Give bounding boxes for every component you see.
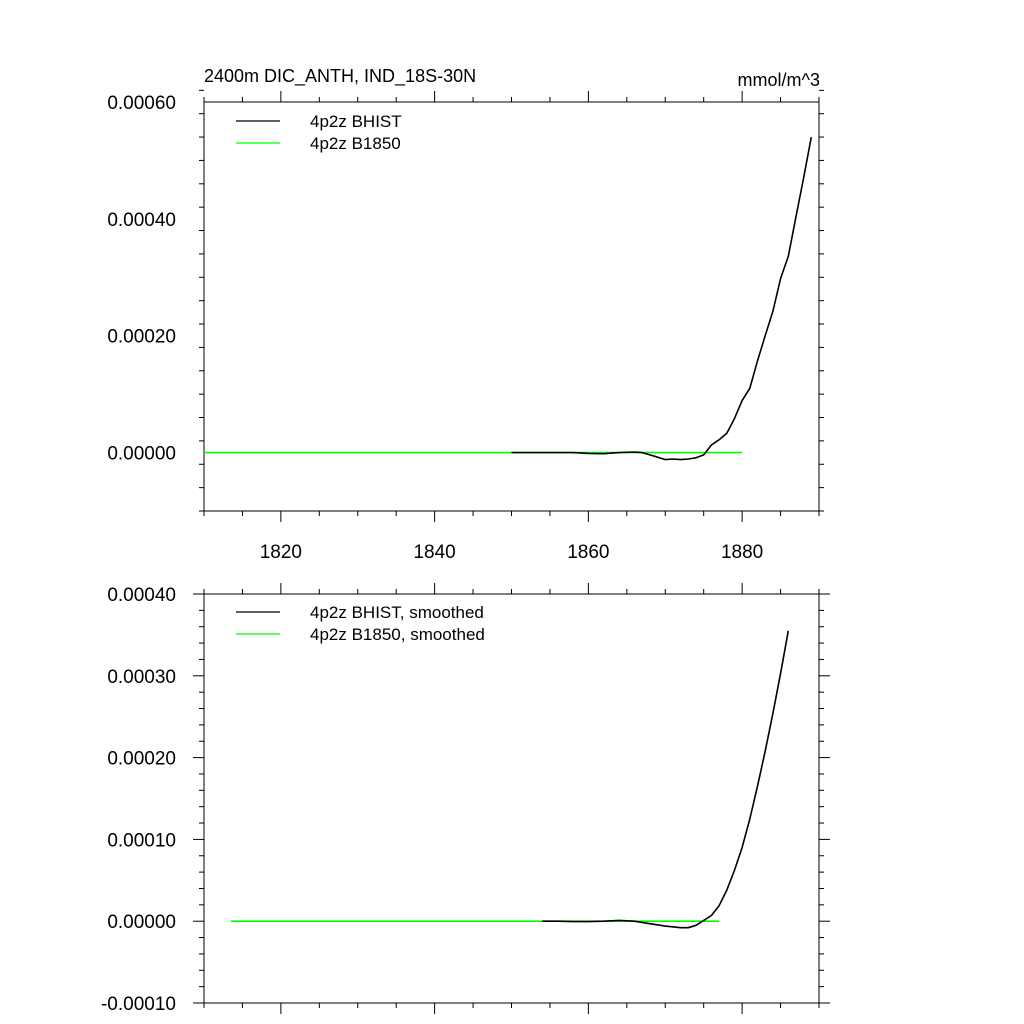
y-tick-label: 0.00030 <box>107 667 176 688</box>
y-tick-label: 0.00020 <box>107 327 176 348</box>
bottom-legend: 4p2z BHIST, smoothed 4p2z B1850, smoothe… <box>236 603 485 644</box>
bottom-plot-area: -0.00010 0.00000 0.00010 0.00020 0.00030 0.00… <box>101 583 830 1015</box>
top-legend: 4p2z BHIST 4p2z B1850 <box>236 112 402 153</box>
x-tick-label: 1820 <box>260 542 302 563</box>
y-tick-label: 0.00000 <box>107 444 176 465</box>
y-tick-label: 0.00040 <box>107 585 176 606</box>
y-tick-label: -0.00010 <box>101 994 176 1015</box>
legend-label-bhist: 4p2z BHIST <box>310 112 402 131</box>
y-tick-label: 0.00020 <box>107 749 176 770</box>
series-line-bhist <box>511 136 813 461</box>
y-tick-label: 0.00010 <box>107 830 176 851</box>
top-plot-area: 1820 1840 1860 1880 0.00000 0.00020 0.00040 0.0… <box>107 89 824 563</box>
y-tick-label: 0.00060 <box>107 93 176 114</box>
legend-label-b1850-smoothed: 4p2z B1850, smoothed <box>310 625 485 644</box>
x-tick-label: 1860 <box>567 542 609 563</box>
units-label: mmol/m^3 <box>738 70 820 90</box>
legend-label-bhist-smoothed: 4p2z BHIST, smoothed <box>310 603 484 622</box>
legend-label-b1850: 4p2z B1850 <box>310 134 401 153</box>
series-line-bhist <box>542 630 790 929</box>
x-tick-label: 1840 <box>413 542 455 563</box>
y-tick-label: 0.00000 <box>107 912 176 933</box>
x-tick-label: 1880 <box>721 542 763 563</box>
y-tick-label: 0.00040 <box>107 210 176 231</box>
bottom-panel: -0.00010 0.00000 0.00010 0.00020 0.00030 0.00… <box>101 583 830 1015</box>
chart-title: 2400m DIC_ANTH, IND_18S-30N <box>204 66 476 87</box>
top-panel: 2400m DIC_ANTH, IND_18S-30N mmol/m^3 182… <box>107 66 824 563</box>
